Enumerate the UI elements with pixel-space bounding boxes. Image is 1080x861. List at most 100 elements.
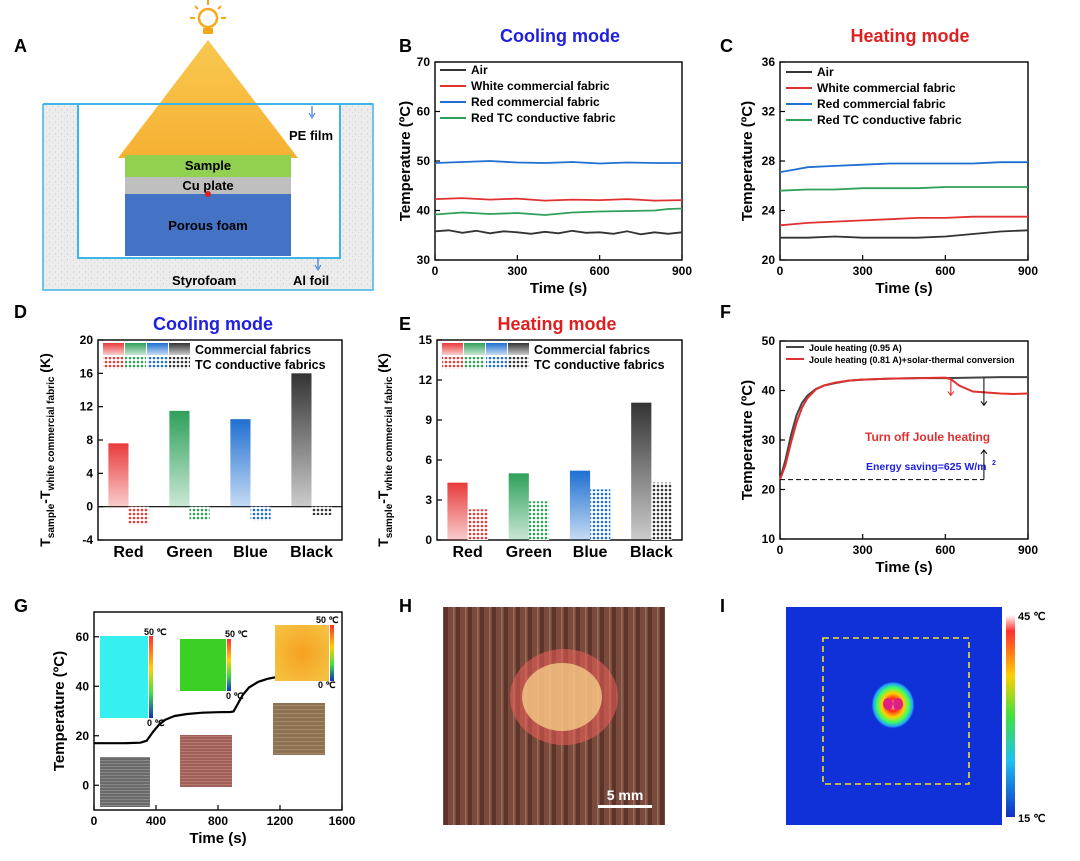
- bar-commercial: [169, 410, 190, 507]
- plot-frame: [436, 339, 683, 541]
- y-tick-label: 6: [425, 453, 432, 467]
- legend-swatch: [442, 357, 463, 369]
- y-axis-label-part: sample: [46, 503, 57, 538]
- category-label: Red: [453, 544, 483, 561]
- y-tick-label: 40: [762, 384, 776, 398]
- thermal-inset: [100, 636, 148, 718]
- chart-title: Heating mode: [850, 26, 969, 46]
- bar-tc-conductive: [528, 501, 550, 540]
- chart-B: 0 300 600 900 30 40 50 60 70 Time (s) Temperature …: [397, 26, 692, 297]
- sun-bulb: [197, 7, 219, 29]
- y-axis-label: Temperature (ºC): [397, 101, 414, 221]
- inset-scale-label: 0 ℃: [318, 680, 336, 690]
- colorbar: [330, 625, 334, 681]
- inset-scale-label: 50 ℃: [144, 627, 167, 637]
- bar-commercial: [569, 470, 591, 540]
- fabric-photo: [180, 735, 232, 787]
- legend-swatch: [169, 357, 190, 369]
- y-tick-label: 32: [762, 105, 776, 119]
- legend-label: Red TC conductive fabric: [817, 113, 962, 127]
- panel-letter: B: [399, 36, 412, 56]
- bar-commercial: [230, 419, 251, 507]
- chart-title: Heating mode: [497, 314, 616, 334]
- chart-D: -4 0 4 8 12 16 20 Cooling mode Tsample-Twhite co…: [37, 314, 343, 561]
- x-tick-label: 0: [432, 264, 439, 278]
- hot-core: [883, 698, 893, 710]
- legend-label: White commercial fabric: [817, 81, 956, 95]
- y-tick-label: 0: [82, 778, 89, 792]
- colorbar-min-label: 15 ℃: [1018, 813, 1046, 825]
- cu-plate-layer: [125, 177, 291, 194]
- label-styrofoam: Styrofoam: [172, 273, 236, 288]
- legend-swatch: [169, 343, 190, 355]
- legend-label: TC conductive fabrics: [534, 358, 665, 372]
- category-label: Red: [113, 544, 143, 561]
- x-axis-label: Time (s): [189, 830, 246, 847]
- sun-ray: [194, 5, 199, 10]
- x-tick-label: 600: [590, 264, 610, 278]
- colorbar: [227, 639, 231, 691]
- series-line: [434, 207, 683, 216]
- x-axis-label: Time (s): [530, 280, 587, 297]
- scale-bar-label: 5 mm: [607, 787, 644, 803]
- legend-swatch: [464, 343, 485, 355]
- panel-a-schematic: Sample Cu plate Porous foam PE film Styrofoa…: [42, 0, 374, 291]
- y-axis-label-part: sample: [384, 503, 395, 538]
- panel-letter: I: [720, 596, 725, 616]
- y-tick-label: 30: [762, 433, 776, 447]
- sun-ray: [217, 5, 222, 10]
- x-tick-label: 300: [853, 543, 873, 557]
- legend-label: Air: [471, 63, 488, 77]
- series-line: [780, 229, 1029, 239]
- heat-core: [522, 663, 602, 731]
- category-label: Black: [630, 544, 673, 561]
- category-label: Black: [290, 544, 333, 561]
- hot-core: [893, 698, 903, 710]
- legend-label: Red TC conductive fabric: [471, 111, 616, 125]
- y-axis-label-part: -T: [375, 490, 391, 504]
- y-tick-label: 10: [762, 532, 776, 546]
- bar-tc-conductive: [311, 506, 332, 515]
- porous-foam-layer: [125, 194, 291, 256]
- legend-swatch: [125, 357, 146, 369]
- series-line: [779, 161, 1028, 173]
- x-tick-label: 900: [672, 264, 692, 278]
- legend-label: Red commercial fabric: [817, 97, 946, 111]
- x-axis-label: Time (s): [875, 280, 932, 297]
- panel-letter: C: [720, 36, 733, 56]
- bar-commercial: [108, 443, 129, 507]
- scale-bar: [598, 805, 652, 808]
- bar-commercial: [631, 402, 652, 540]
- x-tick-label: 400: [146, 814, 166, 828]
- x-tick-label: 0: [777, 264, 784, 278]
- label-pe-film: PE film: [289, 128, 333, 143]
- y-tick-label: 40: [417, 204, 431, 218]
- category-label: Blue: [573, 544, 608, 561]
- y-tick-label: 12: [419, 373, 433, 387]
- annotation-superscript: 2: [992, 460, 996, 467]
- colorbar: [1006, 615, 1015, 817]
- x-tick-label: 0: [91, 814, 98, 828]
- panel-letter: A: [14, 36, 27, 56]
- y-tick-label: 30: [417, 253, 431, 267]
- legend-swatch: [508, 343, 529, 355]
- y-tick-label: 36: [762, 55, 776, 69]
- y-tick-label: 60: [417, 105, 431, 119]
- bar-commercial: [291, 373, 312, 507]
- y-axis-label: Temperature (ºC): [739, 380, 756, 500]
- y-axis-label: Temperature (ºC): [51, 651, 68, 771]
- inset-scale-label: 50 ℃: [225, 629, 248, 639]
- x-tick-label: 800: [208, 814, 228, 828]
- y-tick-label: 9: [425, 413, 432, 427]
- legend-swatch: [442, 343, 463, 355]
- fabric-photo: [273, 703, 325, 755]
- y-axis-label: Temperature (ºC): [739, 101, 756, 221]
- al-foil-lining: [77, 104, 341, 259]
- legend-label: White commercial fabric: [471, 79, 610, 93]
- panel-letter: F: [720, 302, 731, 322]
- y-axis-label-part: white commercial fabric: [46, 376, 57, 491]
- x-tick-label: 300: [853, 264, 873, 278]
- colorbar-max-label: 45 ℃: [1018, 611, 1046, 623]
- y-axis-label: Tsample-Twhite commercial fabric (K): [375, 353, 395, 547]
- x-tick-label: 900: [1018, 264, 1038, 278]
